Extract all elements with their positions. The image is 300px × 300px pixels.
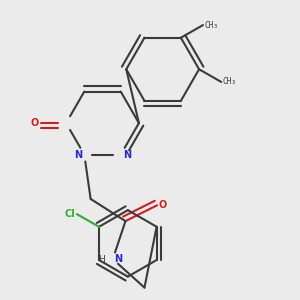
Text: O: O xyxy=(31,118,39,128)
Text: Cl: Cl xyxy=(64,209,75,219)
Text: CH₃: CH₃ xyxy=(205,21,218,30)
Text: CH₃: CH₃ xyxy=(223,77,237,86)
Text: H: H xyxy=(98,255,105,264)
Text: O: O xyxy=(159,200,167,210)
Text: N: N xyxy=(74,150,82,160)
Text: N: N xyxy=(123,150,131,160)
Text: N: N xyxy=(114,254,122,264)
